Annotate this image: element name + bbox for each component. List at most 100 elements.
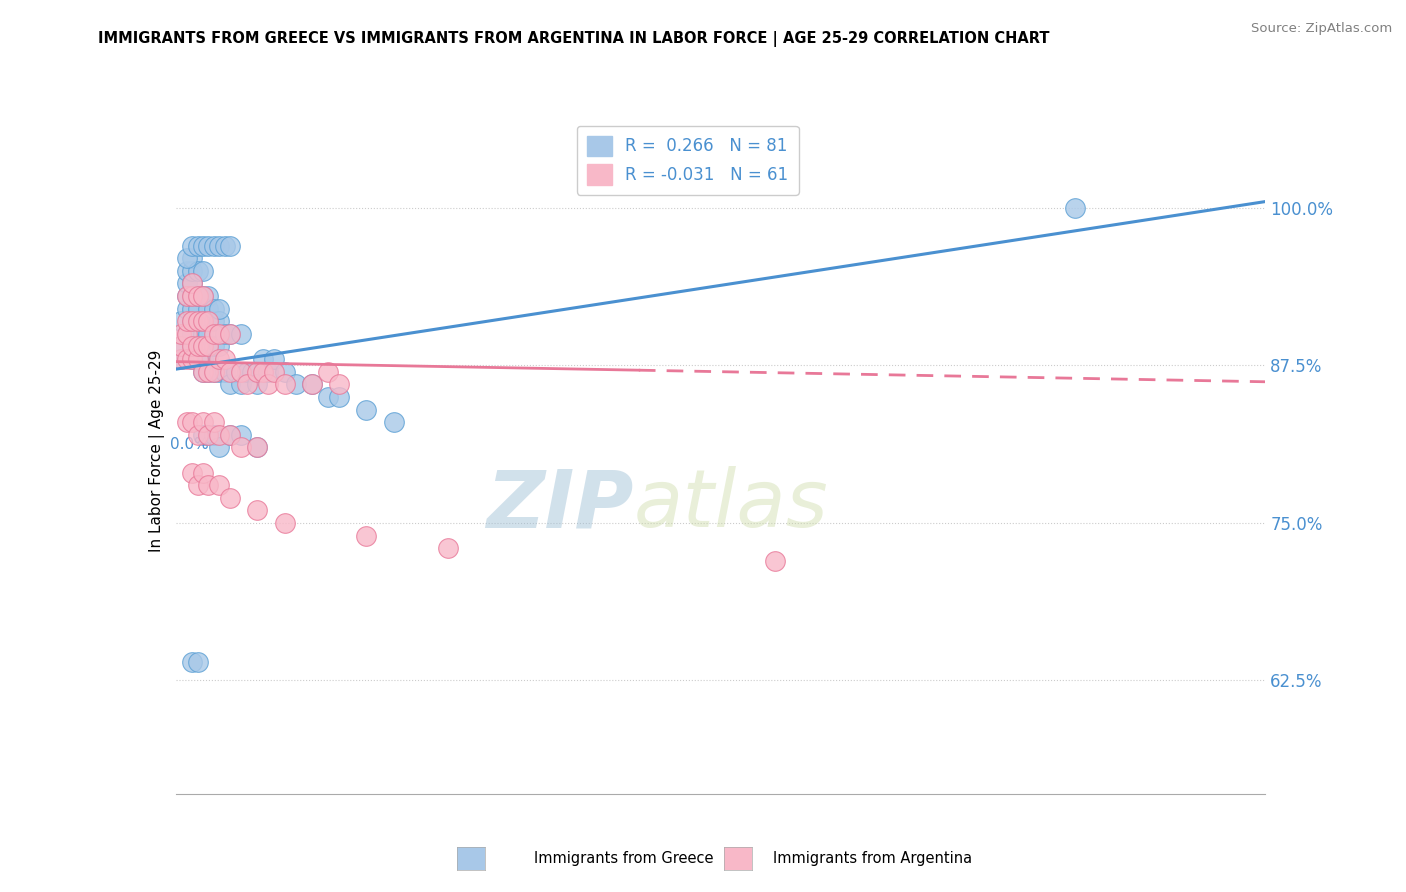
Point: [356, 528, 378, 542]
Point: [191, 238, 214, 252]
Point: [176, 352, 198, 367]
Point: [176, 289, 198, 303]
Point: [197, 238, 219, 252]
Point: [208, 238, 231, 252]
Point: [202, 301, 225, 316]
Point: [1063, 201, 1085, 215]
Point: [181, 314, 204, 328]
Point: [181, 655, 204, 669]
Point: [191, 264, 214, 278]
Point: [202, 415, 225, 429]
Point: [208, 314, 231, 328]
Point: [231, 440, 253, 454]
Point: [181, 339, 204, 353]
Point: [186, 352, 209, 367]
Point: [181, 252, 204, 266]
Point: [181, 277, 204, 291]
Point: [197, 427, 219, 442]
Point: [208, 352, 231, 367]
Point: [181, 301, 204, 316]
Y-axis label: In Labor Force | Age 25-29: In Labor Force | Age 25-29: [149, 350, 165, 551]
Point: [301, 377, 323, 392]
Point: [186, 238, 209, 252]
Point: [208, 326, 231, 341]
Point: [191, 289, 214, 303]
Point: [191, 427, 214, 442]
Point: [219, 326, 242, 341]
Point: [356, 402, 378, 417]
Point: [274, 365, 297, 379]
Point: [176, 289, 198, 303]
Point: [202, 365, 225, 379]
Point: [176, 415, 198, 429]
Point: [197, 478, 219, 492]
Point: [181, 314, 204, 328]
Point: [274, 377, 297, 392]
Point: [219, 491, 242, 505]
Point: [208, 365, 231, 379]
Point: [197, 427, 219, 442]
Point: [219, 238, 242, 252]
Point: [214, 365, 236, 379]
Point: [252, 365, 274, 379]
Point: [202, 339, 225, 353]
Point: [231, 326, 253, 341]
Point: [186, 289, 209, 303]
Point: [240, 365, 263, 379]
Point: [191, 289, 214, 303]
Point: [252, 352, 274, 367]
Point: [170, 314, 193, 328]
Point: [219, 427, 242, 442]
Point: [231, 427, 253, 442]
Point: [191, 326, 214, 341]
Point: [219, 365, 242, 379]
Point: [186, 314, 209, 328]
Point: [382, 415, 405, 429]
Point: [235, 377, 257, 392]
Point: [208, 427, 231, 442]
Point: [186, 427, 209, 442]
Point: [202, 365, 225, 379]
Point: [176, 264, 198, 278]
Point: [176, 326, 198, 341]
Point: [208, 339, 231, 353]
Point: [202, 314, 225, 328]
Point: [181, 466, 204, 480]
Point: [437, 541, 460, 555]
Text: 0.0%: 0.0%: [170, 437, 209, 451]
Legend: R =  0.266   N = 81, R = -0.031   N = 61: R = 0.266 N = 81, R = -0.031 N = 61: [576, 126, 799, 194]
Point: [181, 264, 204, 278]
Point: [186, 352, 209, 367]
Point: [186, 264, 209, 278]
Point: [170, 352, 193, 367]
Point: [328, 390, 350, 404]
Point: [191, 352, 214, 367]
Point: [197, 352, 219, 367]
Point: [181, 238, 204, 252]
Point: [197, 365, 219, 379]
Text: Immigrants from Greece: Immigrants from Greece: [534, 851, 714, 865]
Point: [197, 289, 219, 303]
Point: [257, 365, 280, 379]
Text: Immigrants from Argentina: Immigrants from Argentina: [773, 851, 973, 865]
Point: [246, 440, 269, 454]
Point: [257, 377, 280, 392]
Point: [208, 440, 231, 454]
Point: [318, 390, 340, 404]
Point: [191, 466, 214, 480]
Text: IMMIGRANTS FROM GREECE VS IMMIGRANTS FROM ARGENTINA IN LABOR FORCE | AGE 25-29 C: IMMIGRANTS FROM GREECE VS IMMIGRANTS FRO…: [98, 31, 1050, 47]
Point: [181, 415, 204, 429]
Point: [191, 415, 214, 429]
Point: [202, 238, 225, 252]
Point: [231, 365, 253, 379]
Point: [197, 326, 219, 341]
Point: [301, 377, 323, 392]
Point: [170, 339, 193, 353]
Point: [231, 377, 253, 392]
Point: [170, 339, 193, 353]
Point: [186, 301, 209, 316]
Point: [202, 427, 225, 442]
Text: ZIP: ZIP: [486, 467, 633, 544]
Point: [197, 365, 219, 379]
Point: [197, 314, 219, 328]
